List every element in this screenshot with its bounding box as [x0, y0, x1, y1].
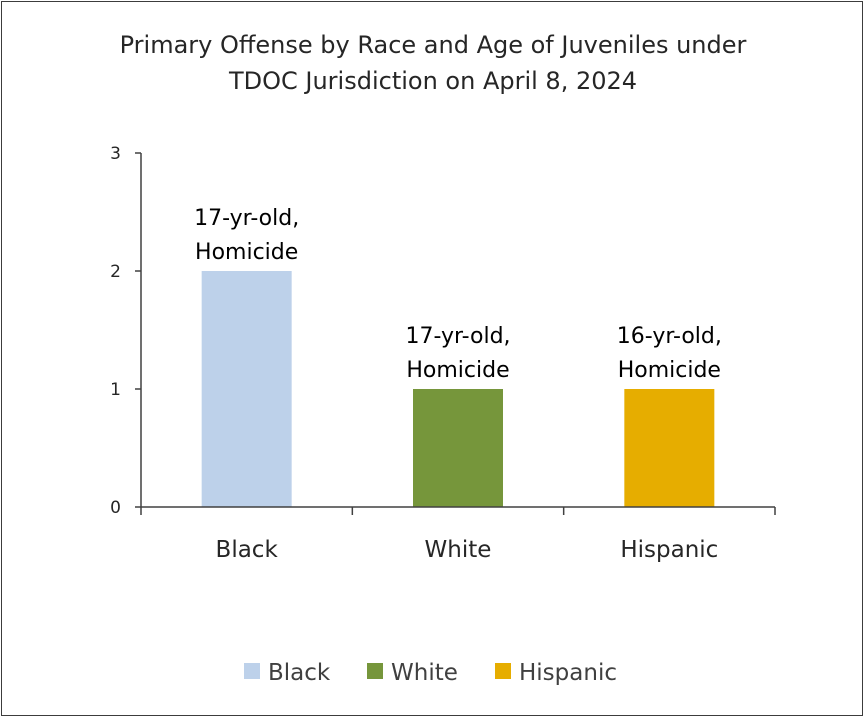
- legend-label-hispanic: Hispanic: [519, 660, 617, 686]
- x-tick-label: Black: [216, 537, 279, 563]
- data-label-line-1: 16-yr-old,: [617, 324, 722, 349]
- y-tick-label: 0: [110, 498, 121, 518]
- bar-white: [413, 389, 503, 507]
- legend-swatch-white: [367, 663, 383, 679]
- legend-swatch-black: [244, 663, 260, 679]
- bar-hispanic: [624, 389, 715, 507]
- chart-title-line-2: TDOC Jurisdiction on April 8, 2024: [228, 67, 638, 95]
- legend-swatch-hispanic: [495, 663, 511, 679]
- y-tick-label: 1: [110, 380, 121, 400]
- legend-label-black: Black: [268, 660, 331, 686]
- y-tick-label: 3: [110, 144, 121, 164]
- data-label-line-1: 17-yr-old,: [194, 206, 299, 231]
- data-label-line-1: 17-yr-old,: [405, 324, 510, 349]
- data-label-line-2: Homicide: [618, 358, 721, 383]
- x-tick-label: White: [425, 537, 492, 563]
- data-label-line-2: Homicide: [195, 240, 298, 265]
- bar-black: [201, 271, 292, 507]
- chart-title-line-1: Primary Offense by Race and Age of Juven…: [119, 31, 747, 59]
- x-tick-label: Hispanic: [620, 537, 718, 563]
- legend-label-white: White: [391, 660, 458, 686]
- data-label-line-2: Homicide: [406, 358, 509, 383]
- y-tick-label: 2: [110, 262, 121, 282]
